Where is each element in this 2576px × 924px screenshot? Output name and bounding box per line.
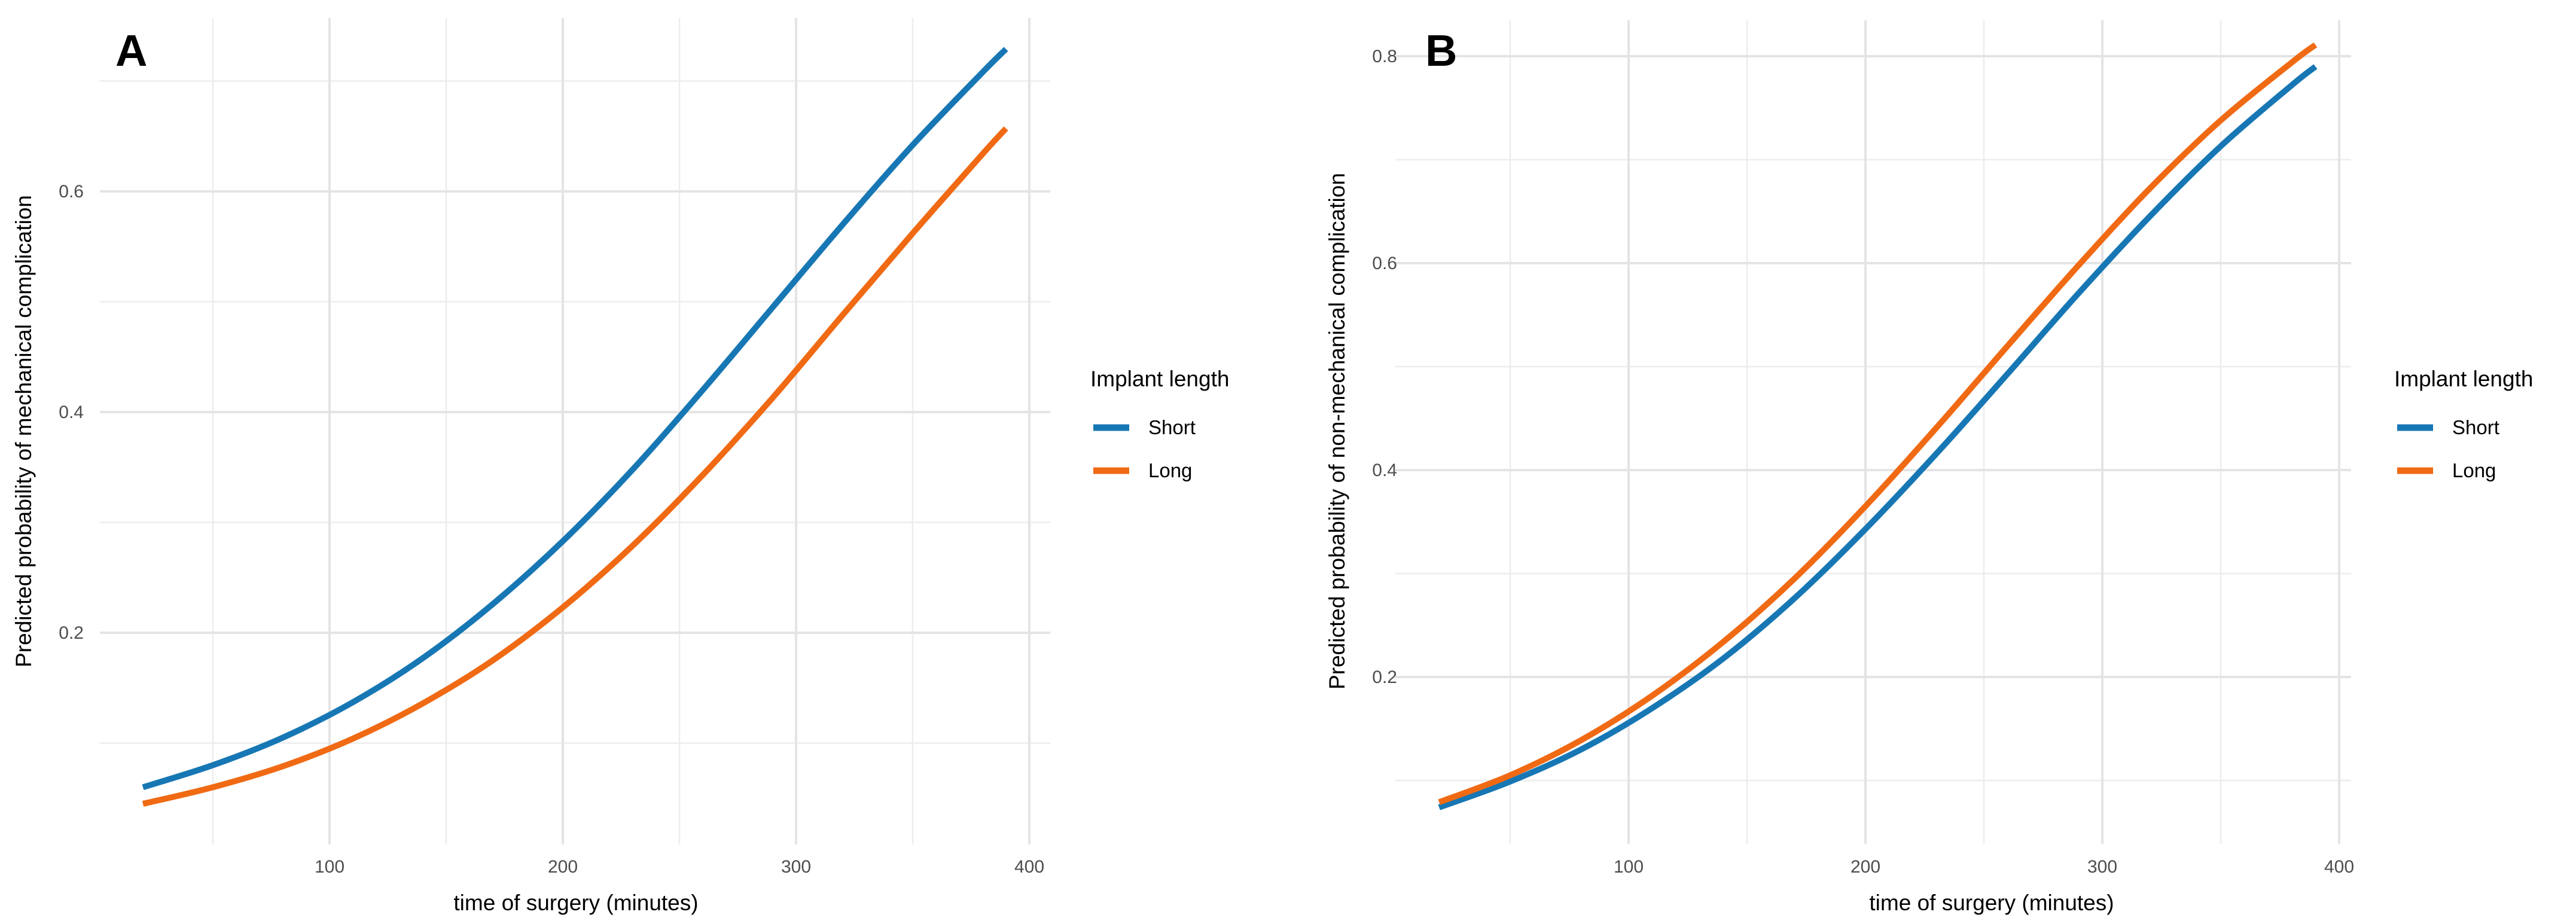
- panel-a-letter: A: [115, 26, 147, 75]
- legend-label-long: Long: [2452, 459, 2496, 481]
- y-tick-label: 0.4: [1372, 461, 1397, 480]
- panel-b-letter: B: [1425, 26, 1457, 75]
- y-tick-label: 0.8: [1372, 47, 1397, 66]
- x-tick-label: 400: [1014, 857, 1044, 877]
- panel-b-yaxis-title: Predicted probability of non-mechanical …: [1325, 173, 1349, 690]
- panel-a-xaxis-title: time of surgery (minutes): [453, 891, 698, 915]
- legend-label-long: Long: [1148, 459, 1192, 481]
- x-tick-label: 300: [781, 857, 811, 877]
- x-tick-label: 100: [315, 857, 345, 877]
- legend-swatch-short: [1093, 424, 1129, 431]
- panel-a-tick-labels: 100 200 300 400 0.2 0.4 0.6: [59, 182, 1044, 877]
- x-tick-label: 200: [548, 857, 578, 877]
- panel-a-legend-title: Implant length: [1090, 367, 1229, 391]
- legend-swatch-short: [2397, 424, 2433, 431]
- legend-label-short: Short: [1148, 416, 1196, 438]
- x-tick-label: 100: [1614, 857, 1644, 877]
- y-tick-label: 0.2: [1372, 667, 1397, 687]
- y-tick-label: 0.6: [1372, 254, 1397, 273]
- series-line-short: [1438, 64, 2318, 810]
- panel-b-curves: [1438, 42, 2318, 810]
- y-tick-label: 0.4: [59, 402, 84, 422]
- panel-a-gridlines: [100, 18, 1050, 844]
- panel-a-yaxis-title: Predicted probability of mechanical comp…: [11, 195, 36, 667]
- x-tick-label: 300: [2087, 857, 2117, 877]
- series-line-long: [142, 126, 1008, 807]
- panel-a-curves: [142, 47, 1008, 807]
- y-tick-label: 0.2: [59, 623, 84, 643]
- panel-a-legend: Short Long: [1093, 416, 1196, 481]
- x-tick-label: 400: [2324, 857, 2354, 877]
- y-tick-label: 0.6: [59, 182, 84, 202]
- series-line-short: [142, 47, 1008, 791]
- legend-swatch-long: [2397, 467, 2433, 474]
- legend-label-short: Short: [2452, 416, 2499, 438]
- legend-swatch-long: [1093, 467, 1129, 474]
- panel-b-legend: Short Long: [2397, 416, 2499, 481]
- panel-b-tick-labels: 100 200 300 400 0.2 0.4 0.6 0.8: [1372, 47, 2354, 877]
- panel-b-gridlines: [1395, 20, 2351, 844]
- panel-b-xaxis-title: time of surgery (minutes): [1869, 891, 2114, 915]
- series-line-long: [1438, 42, 2318, 805]
- panel-b-legend-title: Implant length: [2394, 367, 2533, 391]
- x-tick-label: 200: [1851, 857, 1880, 877]
